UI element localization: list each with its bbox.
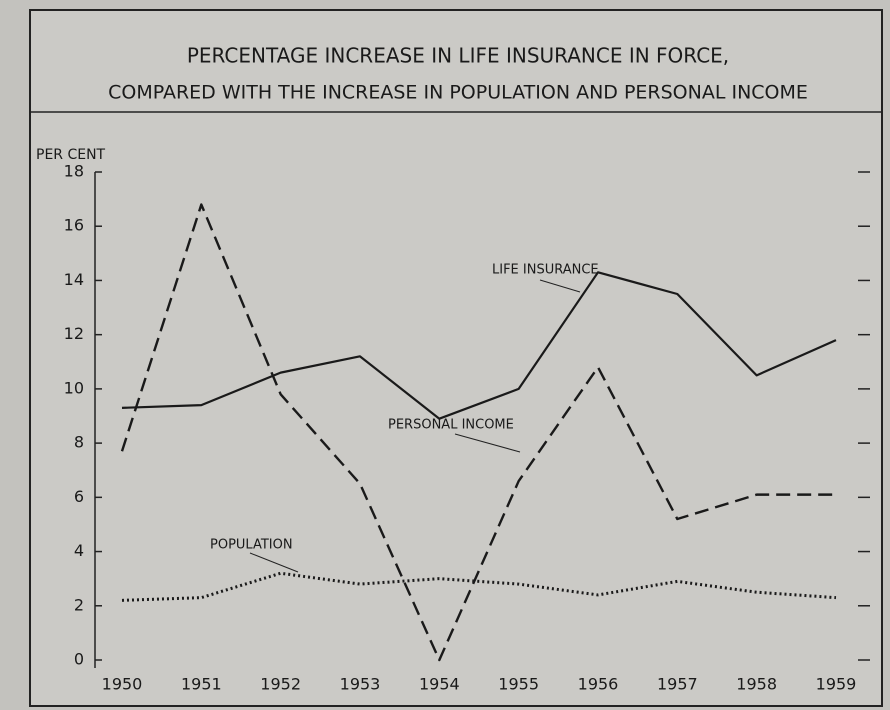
x-tick-label: 1952 — [260, 675, 301, 694]
x-tick-label: 1953 — [340, 675, 381, 694]
x-tick-label: 1957 — [657, 675, 698, 694]
series-line — [120, 203, 836, 662]
y-tick-label: 12 — [64, 324, 84, 343]
y-tick-label: 16 — [64, 216, 84, 235]
x-tick-label: 1950 — [102, 675, 143, 694]
x-tick-label: 1956 — [578, 675, 619, 694]
y-tick-label: 8 — [74, 433, 84, 452]
title-line: COMPARED WITH THE INCREASE IN POPULATION… — [108, 82, 808, 104]
y-tick-label: 18 — [64, 162, 84, 181]
leader-line — [539, 279, 581, 293]
series-label: POPULATION — [210, 538, 293, 553]
y-axis-label: PER CENT — [36, 147, 106, 163]
leader-line — [249, 552, 299, 573]
x-tick-label: 1958 — [736, 675, 777, 694]
series-line — [121, 571, 837, 602]
y-tick-label: 10 — [64, 378, 84, 397]
y-tick-label: 4 — [74, 541, 84, 560]
x-tick-label: 1959 — [816, 675, 857, 694]
x-tick-label: 1955 — [498, 675, 539, 694]
leader-line — [454, 433, 521, 453]
title-line: PERCENTAGE INCREASE IN LIFE INSURANCE IN… — [187, 44, 729, 68]
x-tick-label: 1951 — [181, 675, 222, 694]
y-tick-label: 6 — [74, 487, 84, 506]
frame — [29, 9, 883, 707]
y-tick-label: 0 — [74, 650, 84, 669]
series-line — [121, 271, 837, 420]
series-label: LIFE INSURANCE — [492, 263, 599, 278]
y-tick-label: 14 — [64, 270, 84, 289]
y-tick-label: 2 — [74, 595, 84, 614]
series-label: PERSONAL INCOME — [388, 418, 514, 433]
x-tick-label: 1954 — [419, 675, 460, 694]
